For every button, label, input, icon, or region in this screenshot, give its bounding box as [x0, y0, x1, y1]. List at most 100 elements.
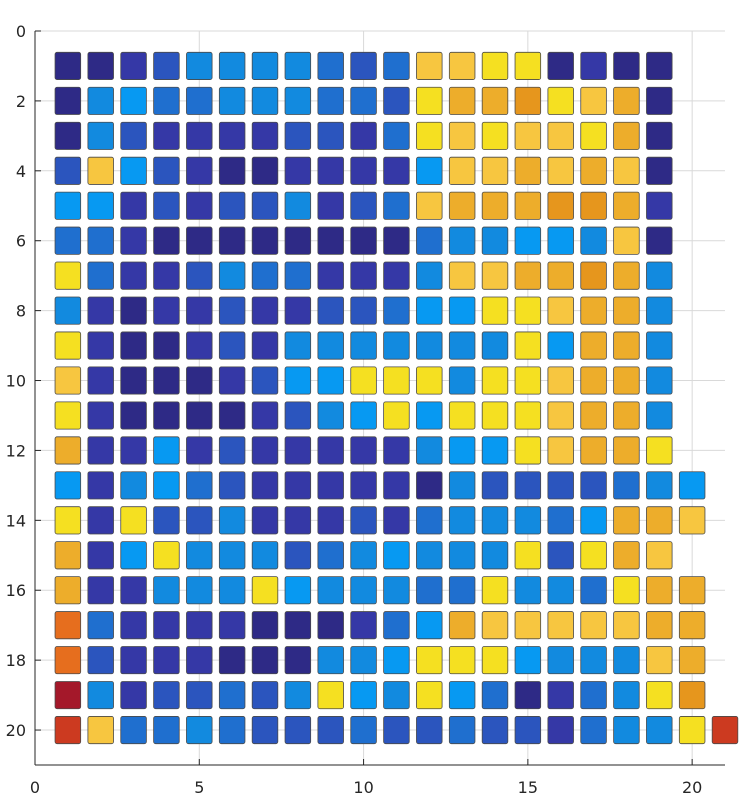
heatmap-cell	[87, 716, 114, 745]
heatmap-cell	[153, 716, 180, 745]
y-tick-label: 2	[16, 92, 26, 111]
heatmap-cell	[448, 296, 476, 325]
heatmap-cell	[87, 191, 114, 220]
heatmap-cell	[317, 506, 344, 535]
heatmap-cell	[153, 296, 180, 325]
heatmap-cell	[87, 436, 114, 465]
heatmap-cell	[54, 226, 82, 255]
heatmap-cell	[87, 646, 114, 675]
heatmap-cell	[481, 331, 509, 360]
heatmap-cell	[383, 191, 410, 220]
heatmap-cell	[448, 541, 476, 570]
heatmap-cell	[218, 156, 246, 185]
heatmap-cell	[383, 716, 410, 745]
heatmap-cell	[317, 296, 344, 325]
heatmap-cell	[481, 401, 509, 430]
heatmap-cell	[580, 51, 607, 80]
heatmap-cell	[416, 156, 443, 185]
heatmap-cell	[284, 716, 312, 745]
heatmap-cell	[251, 366, 279, 395]
heatmap-cell	[646, 646, 673, 675]
heatmap-cell	[186, 681, 213, 710]
heatmap-cell	[448, 576, 476, 605]
heatmap-cell	[87, 401, 114, 430]
heatmap-cell	[87, 576, 114, 605]
heatmap-cell	[547, 366, 574, 395]
heatmap-cell	[383, 541, 410, 570]
heatmap-cell	[218, 121, 246, 150]
heatmap-cell	[416, 226, 443, 255]
heatmap-cell	[547, 121, 574, 150]
heatmap-cell	[646, 681, 673, 710]
heatmap-cell	[317, 401, 344, 430]
heatmap-cell	[514, 541, 542, 570]
heatmap-cell	[580, 401, 607, 430]
heatmap-cell	[186, 156, 213, 185]
heatmap-cell	[547, 436, 574, 465]
heatmap-cell	[678, 646, 706, 675]
heatmap-cell	[317, 51, 344, 80]
heatmap-cell	[120, 611, 147, 640]
y-tick-label: 18	[6, 651, 26, 670]
heatmap-cell	[251, 716, 279, 745]
heatmap-cell	[481, 261, 509, 290]
heatmap-cell	[646, 436, 673, 465]
heatmap-cell	[87, 611, 114, 640]
heatmap-cell	[547, 401, 574, 430]
heatmap-cell	[514, 331, 542, 360]
heatmap-cell	[284, 226, 312, 255]
heatmap-cell	[218, 681, 246, 710]
heatmap-cell	[284, 506, 312, 535]
heatmap-cell	[54, 506, 82, 535]
heatmap-cell	[251, 646, 279, 675]
heatmap-cell	[383, 471, 410, 500]
heatmap-cell	[646, 401, 673, 430]
heatmap-cell	[153, 506, 180, 535]
heatmap-cell	[383, 506, 410, 535]
heatmap-cell	[711, 716, 739, 745]
heatmap-cell	[120, 331, 147, 360]
heatmap-cell	[547, 261, 574, 290]
heatmap-cell	[613, 611, 640, 640]
heatmap-cell	[481, 51, 509, 80]
heatmap-cell	[54, 681, 82, 710]
heatmap-cell	[87, 226, 114, 255]
heatmap-cell	[678, 716, 706, 745]
heatmap-cell	[120, 436, 147, 465]
heatmap-cell	[54, 156, 82, 185]
heatmap-cell	[350, 506, 377, 535]
heatmap-cell	[514, 471, 542, 500]
y-tick-label: 6	[16, 232, 26, 251]
heatmap-cell	[383, 646, 410, 675]
heatmap-cell	[186, 86, 213, 115]
heatmap-cell	[613, 471, 640, 500]
heatmap-cell	[646, 226, 673, 255]
heatmap-cell	[350, 86, 377, 115]
heatmap-cell	[383, 261, 410, 290]
heatmap-cell	[646, 156, 673, 185]
heatmap-cell	[448, 51, 476, 80]
y-tick-label: 20	[6, 721, 26, 740]
heatmap-cell	[350, 296, 377, 325]
heatmap-cell	[284, 331, 312, 360]
heatmap-cell	[251, 261, 279, 290]
heatmap-cell	[613, 681, 640, 710]
heatmap-cell	[646, 331, 673, 360]
heatmap-cell	[251, 611, 279, 640]
heatmap-cell	[186, 506, 213, 535]
heatmap-cell	[580, 366, 607, 395]
heatmap-cell	[547, 506, 574, 535]
heatmap-cell	[350, 191, 377, 220]
heatmap-cell	[613, 576, 640, 605]
heatmap-cell	[120, 226, 147, 255]
heatmap-cell	[87, 121, 114, 150]
heatmap-cell	[87, 296, 114, 325]
x-tick-label: 15	[518, 778, 538, 797]
heatmap-cell	[54, 471, 82, 500]
heatmap-cell	[317, 261, 344, 290]
heatmap-cell	[153, 331, 180, 360]
heatmap-cell	[54, 86, 82, 115]
heatmap-cell	[218, 261, 246, 290]
heatmap-cell	[251, 191, 279, 220]
heatmap-cell	[481, 541, 509, 570]
